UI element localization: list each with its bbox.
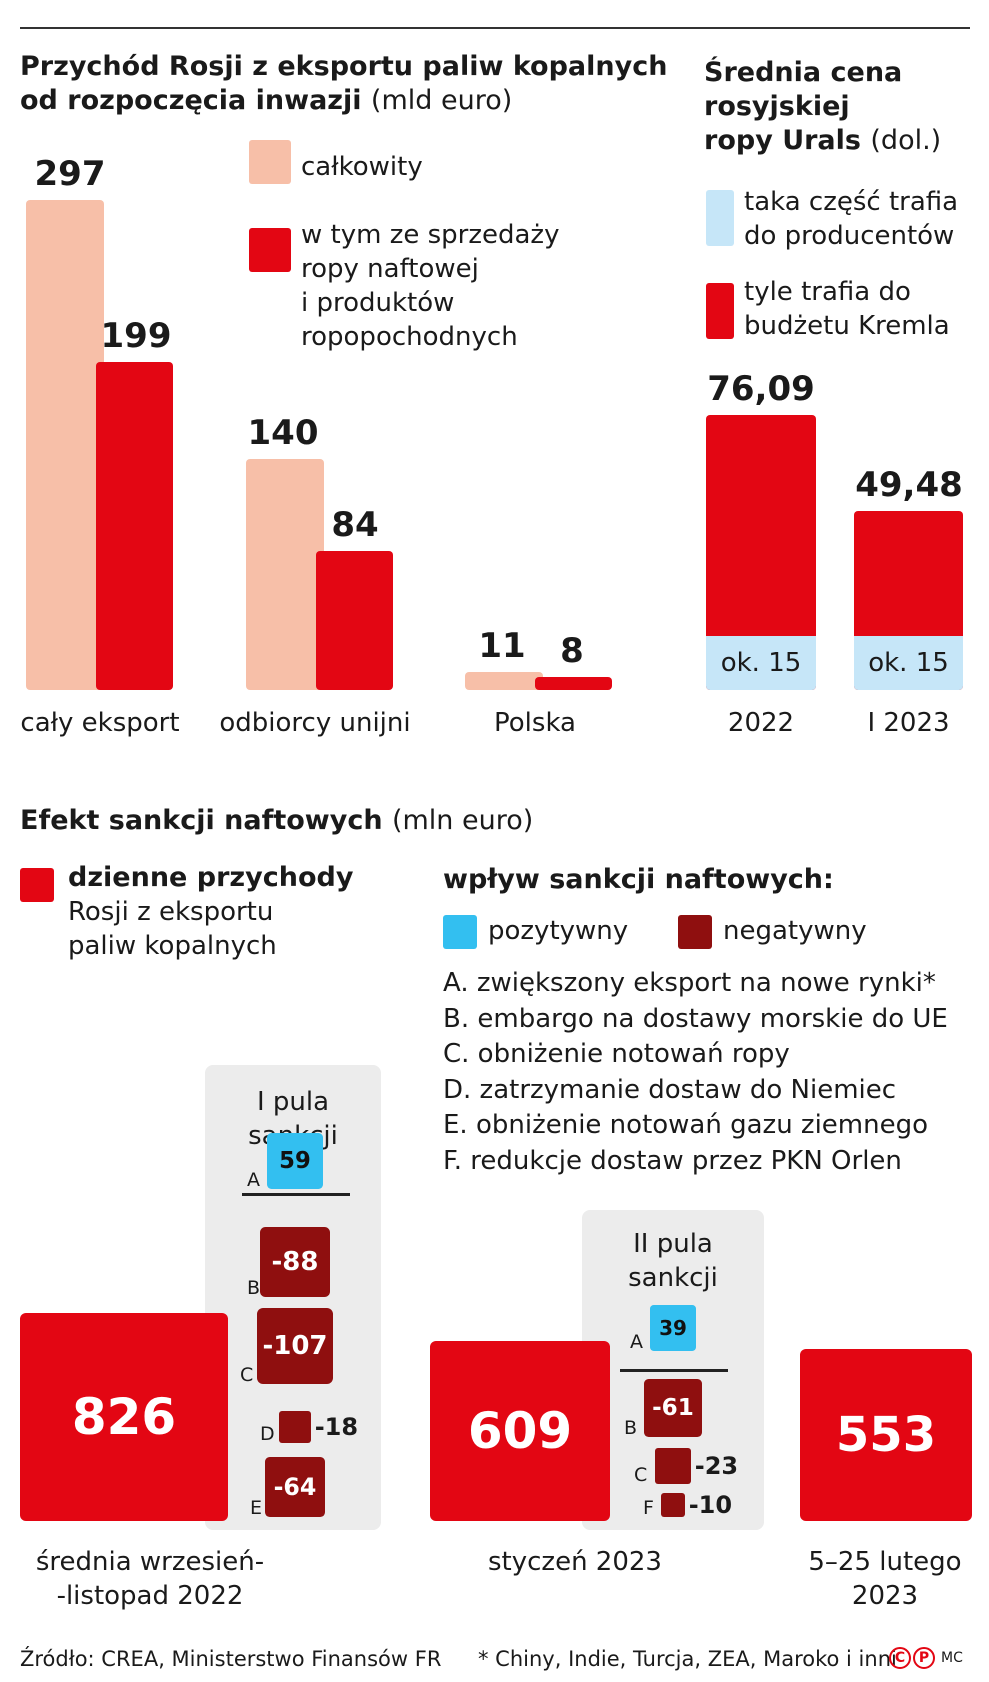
chart1-unit: (mld euro) (370, 85, 513, 116)
chart3-title: Efekt sankcji naftowych (mln euro) (20, 805, 534, 836)
chart2-title: Średnia cena rosyjskiej ropy Urals (dol.… (704, 57, 942, 156)
category-2022: 2022 (727, 708, 795, 738)
label-total-polska: 11 (478, 625, 526, 666)
impact-p2-c-key: C (634, 1463, 648, 1486)
package2-title: II pula sankcji (628, 1229, 718, 1293)
period-label-feb-2023: 5–25 lutego 2023 (808, 1547, 962, 1611)
note-e: E. obniżenie notowań gazu ziemnego (443, 1110, 929, 1140)
bar-total-polska (465, 671, 543, 690)
note-c: C. obniżenie notowań ropy (443, 1039, 790, 1069)
impact-p1-e-key: E (250, 1496, 263, 1519)
package2-divider (620, 1369, 728, 1372)
impact-p1-b-key: B (247, 1276, 261, 1299)
legend-positive-label: pozytywny (488, 916, 629, 946)
impact-title: wpływ sankcji naftowych: (443, 864, 834, 895)
bar-total-odbiorcy-unijni (246, 459, 324, 690)
period-label-sep-nov-2022: średnia wrzesień- -listopad 2022 (35, 1547, 265, 1611)
note-b: B. embargo na dostawy morskie do UE (443, 1003, 948, 1034)
period-label-jan-2023: styczeń 2023 (488, 1547, 662, 1577)
note-a: A. zwiększony eksport na nowe rynki* (443, 968, 936, 998)
category-caly-eksport: cały eksport (20, 708, 180, 738)
author-initials: MC (941, 1650, 963, 1666)
category-polska: Polska (494, 708, 576, 738)
note-d: D. zatrzymanie dostaw do Niemiec (443, 1074, 897, 1105)
impact-p1-a: 59 (266, 1132, 324, 1190)
impact-p1-d (279, 1411, 311, 1443)
impact-p2-f-key: F (643, 1496, 654, 1519)
label-oil-polska: 8 (560, 630, 584, 671)
impact-p1-c: -107 (256, 1307, 334, 1385)
impact-p2-f (661, 1493, 685, 1517)
impact-p2-a-key: A (630, 1331, 643, 1354)
category-i-2023: I 2023 (867, 708, 950, 738)
bar-total-caly-eksport (26, 200, 104, 690)
daily-revenue-jan-2023: 609 (430, 1341, 610, 1521)
bar-oil-odbiorcy-unijni (316, 551, 393, 690)
footer-marks: C P MC (889, 1647, 963, 1669)
bar-producers-2022: ok. 15 (706, 635, 816, 690)
legend-negative-label: negatywny (723, 916, 867, 946)
label-urals-i-2023: 49,48 (855, 465, 963, 506)
label-oil-caly-eksport: 199 (100, 315, 172, 356)
legend-daily-label: dzienne przychody Rosji z eksportu paliw… (68, 862, 354, 961)
footer-source: Źródło: CREA, Ministerstwo Finansów FR (20, 1647, 442, 1671)
package1-divider (242, 1193, 350, 1196)
impact-p1-a-key: A (247, 1169, 260, 1192)
impact-p1-d-value: -18 (314, 1413, 359, 1441)
impact-p1-d-key: D (260, 1422, 275, 1445)
legend-producers-swatch (706, 190, 734, 246)
chart3-unit: (mln euro) (391, 805, 534, 836)
impact-p2-f-value: -10 (688, 1491, 733, 1519)
chart2-unit: (dol.) (870, 125, 942, 156)
impact-p1-c-key: C (240, 1364, 254, 1387)
top-rule (20, 27, 970, 29)
label-total-caly-eksport: 297 (34, 154, 106, 194)
legend-total-label: całkowity (301, 152, 423, 182)
legend-total-swatch (249, 140, 291, 184)
legend-kremlin-swatch (706, 283, 734, 339)
label-oil-odbiorcy-unijni: 84 (331, 505, 379, 546)
legend-kremlin-label: tyle trafia do budżetu Kremla (744, 277, 950, 341)
note-f: F. redukcje dostaw przez PKN Orlen (443, 1145, 902, 1176)
impact-p1-e: -64 (265, 1457, 325, 1517)
polska-press-mark: P (913, 1647, 935, 1669)
label-urals-2022: 76,09 (707, 369, 815, 409)
producers-label-i-2023: ok. 15 (868, 647, 949, 678)
legend-positive-swatch (443, 915, 477, 949)
copyright-mark: C (889, 1647, 911, 1669)
daily-revenue-feb-2023: 553 (800, 1349, 972, 1521)
notes-list: A. zwiększony eksport na nowe rynki* B. … (443, 966, 948, 1179)
label-total-odbiorcy-unijni: 140 (247, 413, 319, 454)
impact-p1-b: -88 (260, 1227, 330, 1297)
legend-oil-label: w tym ze sprzedaży ropy naftowej i produ… (301, 220, 560, 352)
bar-oil-caly-eksport (96, 361, 173, 690)
daily-revenue-sep-nov-2022: 826 (20, 1313, 228, 1521)
impact-p2-a: 39 (649, 1304, 697, 1352)
impact-p2-b: -61 (644, 1379, 702, 1437)
legend-daily-swatch (20, 868, 54, 902)
impact-p2-c-value: -23 (694, 1452, 739, 1480)
legend-producers-label: taka część trafia do producentów (744, 187, 959, 251)
bar-oil-polska (535, 676, 612, 690)
impact-p2-b-key: B (624, 1416, 638, 1439)
legend-oil-swatch (249, 228, 291, 272)
chart1-title: Przychód Rosji z eksportu paliw kopalnyc… (20, 51, 668, 116)
footer-note: * Chiny, Indie, Turcja, ZEA, Maroko i in… (478, 1647, 897, 1671)
impact-p2-c (655, 1448, 691, 1484)
category-odbiorcy-unijni: odbiorcy unijni (219, 708, 411, 738)
legend-negative-swatch (678, 915, 712, 949)
bar-producers-i-2023: ok. 15 (854, 635, 963, 690)
producers-label-2022: ok. 15 (720, 647, 802, 678)
